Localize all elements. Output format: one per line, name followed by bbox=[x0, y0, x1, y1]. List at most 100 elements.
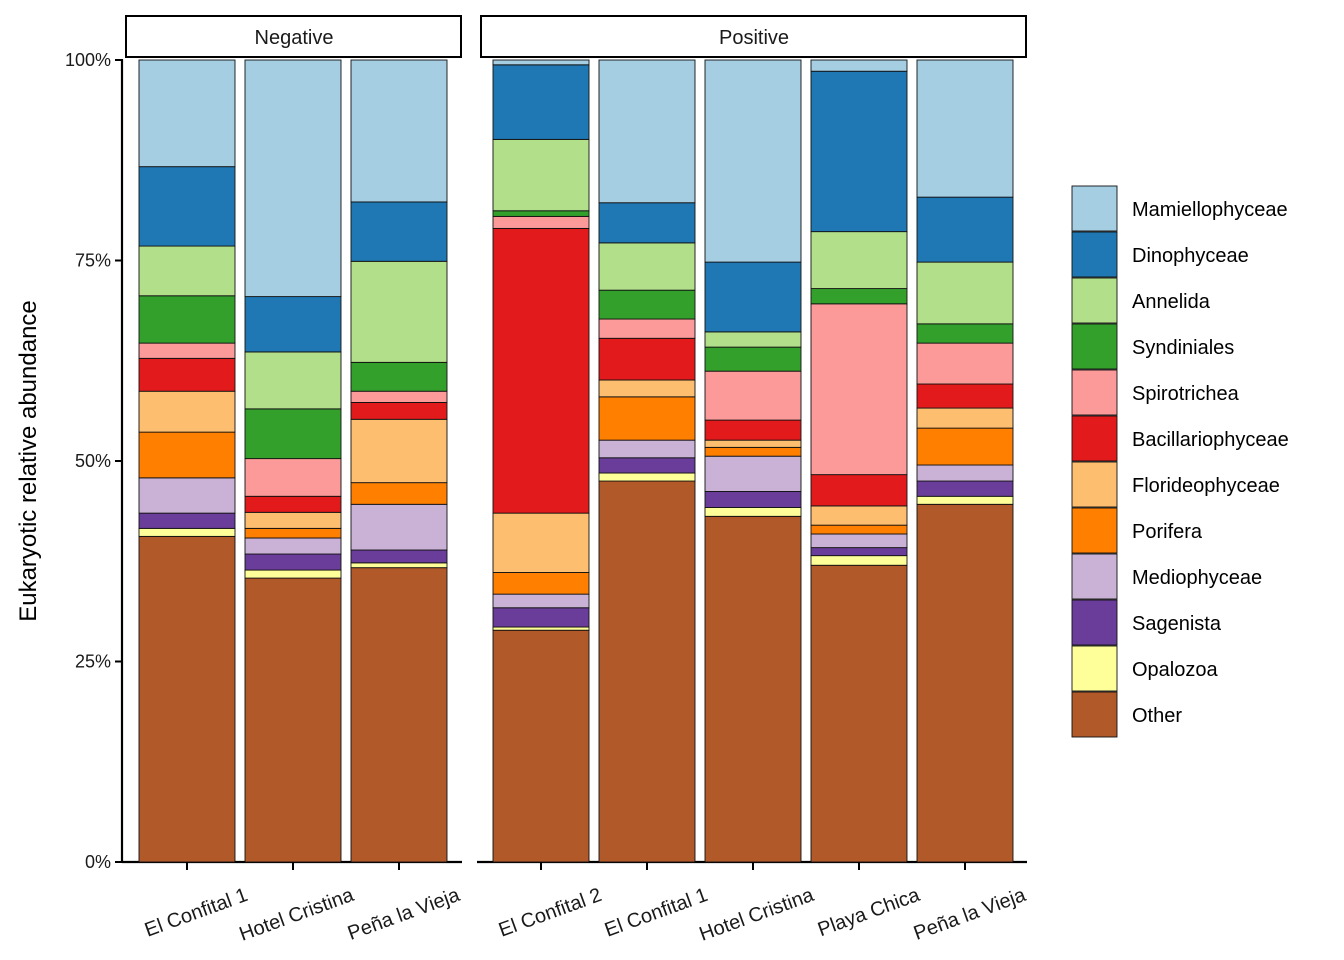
bar-segment-spirotrichea bbox=[810, 303, 908, 476]
legend-label: Bacillariophyceae bbox=[1132, 429, 1289, 451]
facet-positive: Positive El Confital 2El Confital 1Hotel … bbox=[477, 15, 1030, 946]
bar-segment-syndiniales bbox=[704, 346, 802, 372]
facet-strip-label: Positive bbox=[719, 27, 789, 49]
bar-segment-mamiellophyceae bbox=[492, 59, 590, 66]
x-tick-label: Hotel Cristina bbox=[696, 884, 817, 946]
bar-segment-annelida bbox=[138, 245, 236, 297]
bar-segment-florideophyceae bbox=[244, 511, 342, 529]
bar-segment-other bbox=[916, 503, 1014, 863]
bar-segment-bacillariophyceae bbox=[350, 402, 448, 420]
bar-segment-dinophyceae bbox=[916, 196, 1014, 263]
x-tick-label: Peña la Vieja bbox=[911, 884, 1030, 945]
bar-segment-annelida bbox=[350, 260, 448, 363]
bar-segment-mediophyceae bbox=[916, 464, 1014, 482]
bar-segment-other bbox=[810, 564, 908, 863]
bar-segment-mamiellophyceae bbox=[916, 59, 1014, 198]
legend-label: Florideophyceae bbox=[1132, 475, 1280, 497]
legend-label: Dinophyceae bbox=[1132, 245, 1249, 267]
legend-swatch bbox=[1071, 323, 1118, 370]
bar-segment-syndiniales bbox=[138, 295, 236, 344]
bar-segment-opalozoa bbox=[704, 507, 802, 517]
bar-segment-sagenista bbox=[492, 607, 590, 628]
bar-segment-syndiniales bbox=[598, 289, 696, 320]
bar-segment-bacillariophyceae bbox=[810, 474, 908, 507]
bar-segment-spirotrichea bbox=[350, 390, 448, 403]
bar-segment-porifera bbox=[492, 572, 590, 595]
bar-hotel-cristina bbox=[704, 59, 802, 863]
bar-segment-other bbox=[598, 480, 696, 863]
legend-item-mamiellophyceae: Mamiellophyceae bbox=[1071, 185, 1288, 232]
bar-segment-mamiellophyceae bbox=[598, 59, 696, 204]
y-tick-label: 50% bbox=[75, 451, 111, 471]
legend-label: Opalozoa bbox=[1132, 659, 1218, 681]
legend-item-porifera: Porifera bbox=[1071, 507, 1203, 554]
legend-item-spirotrichea: Spirotrichea bbox=[1071, 369, 1240, 416]
bar-segment-dinophyceae bbox=[492, 64, 590, 140]
bar-segment-sagenista bbox=[598, 457, 696, 474]
bar-segment-annelida bbox=[916, 261, 1014, 325]
y-axis-label: Eukaryotic relative abundance bbox=[15, 300, 42, 622]
legend-label: Spirotrichea bbox=[1132, 383, 1240, 405]
bar-segment-dinophyceae bbox=[598, 202, 696, 244]
bar-segment-florideophyceae bbox=[916, 407, 1014, 429]
legend-swatch bbox=[1071, 599, 1118, 646]
legend-item-bacillariophyceae: Bacillariophyceae bbox=[1071, 415, 1289, 462]
facet-strip bbox=[480, 15, 1027, 58]
y-axis: 0% 25% 50% 75% 100% bbox=[65, 50, 124, 872]
bar-el-confital-1 bbox=[598, 59, 696, 863]
bar-segment-dinophyceae bbox=[138, 166, 236, 247]
legend-label: Porifera bbox=[1132, 521, 1203, 543]
bar-segment-bacillariophyceae bbox=[916, 383, 1014, 409]
bar-segment-mediophyceae bbox=[492, 593, 590, 609]
y-tick-label: 100% bbox=[65, 50, 111, 70]
bar-segment-mamiellophyceae bbox=[350, 59, 448, 203]
bar-segment-syndiniales bbox=[492, 210, 590, 217]
bar-segment-porifera bbox=[244, 527, 342, 539]
bar-segment-opalozoa bbox=[810, 555, 908, 566]
bar-segment-porifera bbox=[138, 431, 236, 479]
bar-segment-annelida bbox=[704, 331, 802, 348]
bar-segment-porifera bbox=[704, 446, 802, 457]
bar-segment-mediophyceae bbox=[810, 533, 908, 549]
bar-pe-a-la-vieja bbox=[350, 59, 448, 863]
legend-item-opalozoa: Opalozoa bbox=[1071, 645, 1218, 692]
bar-segment-florideophyceae bbox=[138, 390, 236, 433]
bar-segment-other bbox=[492, 629, 590, 863]
bar-segment-syndiniales bbox=[810, 288, 908, 305]
bar-segment-opalozoa bbox=[244, 569, 342, 579]
x-tick-label: Playa Chica bbox=[815, 884, 924, 941]
bar-segment-bacillariophyceae bbox=[244, 495, 342, 513]
bar-segment-florideophyceae bbox=[350, 418, 448, 484]
legend-swatch bbox=[1071, 415, 1118, 462]
bar-segment-bacillariophyceae bbox=[492, 227, 590, 514]
bar-segment-mamiellophyceae bbox=[704, 59, 802, 263]
bar-segment-other bbox=[704, 515, 802, 863]
bar-segment-porifera bbox=[598, 396, 696, 441]
y-tick-label: 75% bbox=[75, 251, 111, 271]
bar-segment-annelida bbox=[492, 138, 590, 212]
bar-segment-florideophyceae bbox=[704, 439, 802, 448]
legend-swatch bbox=[1071, 461, 1118, 508]
bar-segment-spirotrichea bbox=[492, 215, 590, 229]
bar-segment-sagenista bbox=[916, 480, 1014, 497]
bar-segment-dinophyceae bbox=[244, 296, 342, 353]
x-tick-label: Hotel Cristina bbox=[236, 884, 357, 946]
bar-segment-opalozoa bbox=[598, 472, 696, 482]
bar-segment-mamiellophyceae bbox=[810, 59, 908, 72]
legend-label: Sagenista bbox=[1132, 613, 1222, 635]
bar-playa-chica bbox=[810, 59, 908, 863]
bar-segment-opalozoa bbox=[492, 626, 590, 631]
legend-swatch bbox=[1071, 645, 1118, 692]
bar-segment-sagenista bbox=[810, 547, 908, 557]
bar-segment-mediophyceae bbox=[350, 503, 448, 551]
bar-segment-dinophyceae bbox=[350, 201, 448, 262]
bar-segment-syndiniales bbox=[244, 408, 342, 460]
legend-item-sagenista: Sagenista bbox=[1071, 599, 1222, 646]
bar-segment-annelida bbox=[244, 351, 342, 410]
x-tick-label: El Confital 1 bbox=[142, 884, 251, 942]
legend-swatch bbox=[1071, 369, 1118, 416]
legend-label: Mamiellophyceae bbox=[1132, 199, 1288, 221]
y-tick-label: 25% bbox=[75, 652, 111, 672]
facet-strip-label: Negative bbox=[255, 27, 334, 49]
